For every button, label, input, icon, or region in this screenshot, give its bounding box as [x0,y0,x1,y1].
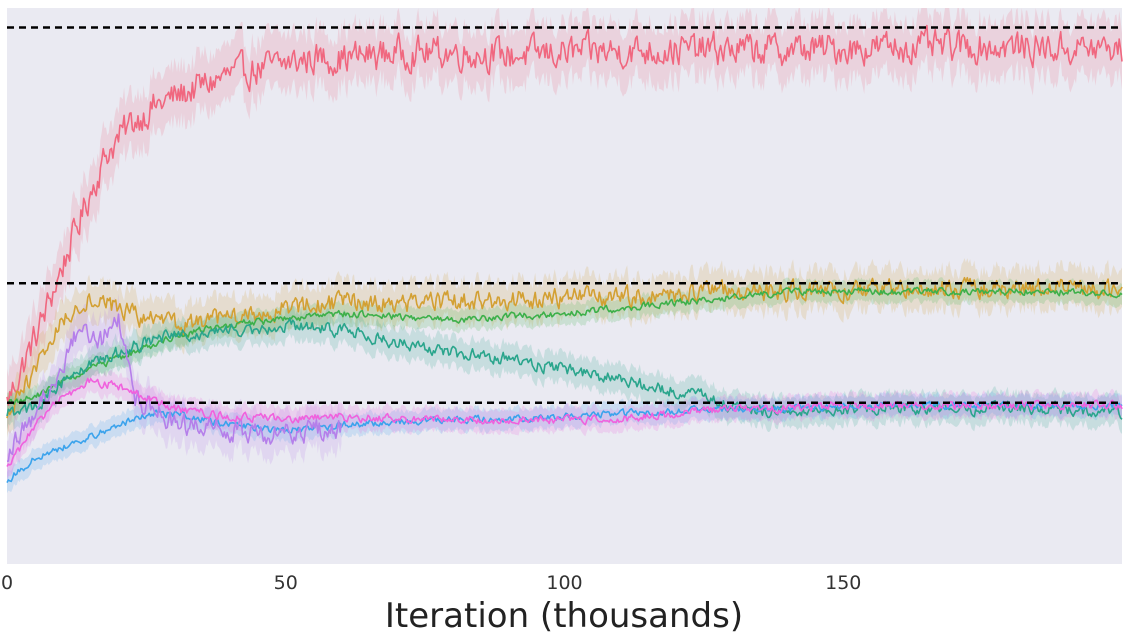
x-tick-label: 150 [825,572,861,594]
plot-background [7,8,1122,564]
x-tick-label: 100 [546,572,582,594]
series-layer [6,24,1123,483]
series-line-2 [6,276,1123,419]
x-tick-label: 0 [1,572,13,594]
x-axis-ticks: 0 50 100 150 [1,572,861,594]
series-line-1 [6,24,1123,406]
series-line-5 [6,400,1123,483]
series-line-6 [6,313,343,462]
series-line-7 [6,377,1123,467]
x-axis-label: Iteration (thousands) [385,596,743,636]
series-line-3 [6,286,1123,406]
x-tick-label: 50 [274,572,298,594]
series-band-1 [7,8,1122,433]
series-band-4 [7,304,1122,434]
series-band-3 [7,276,1122,415]
series-band-5 [7,390,1122,494]
reference-lines [7,26,1122,405]
series-band-7 [7,366,1122,479]
